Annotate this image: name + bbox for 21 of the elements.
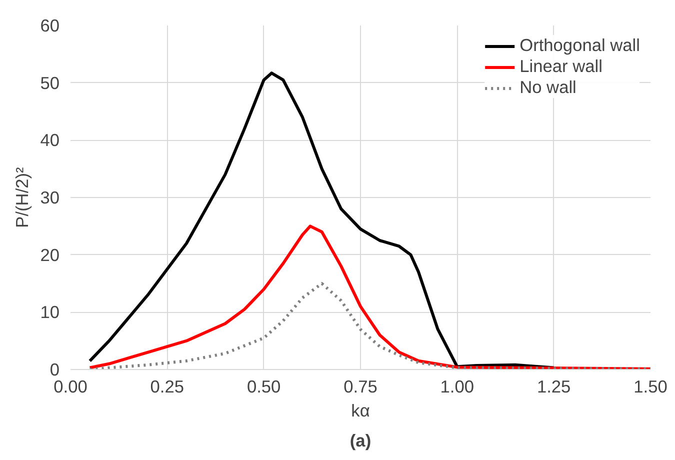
legend-label: Linear wall (520, 56, 602, 77)
y-tick-label: 30 (40, 188, 60, 208)
x-tick-label: 0.25 (150, 376, 184, 396)
x-tick-label: 1.50 (634, 376, 668, 396)
text: (a) (350, 430, 372, 450)
y-tick-label: 0 (50, 360, 60, 380)
x-axis-title: kα (351, 400, 370, 420)
x-tick-label: 1.25 (536, 376, 571, 396)
x-tick-label: 0.00 (54, 376, 88, 396)
legend-label: Orthogonal wall (520, 35, 640, 56)
y-tick-label: 60 (40, 16, 60, 36)
x-tick-label: 1.00 (440, 376, 474, 396)
x-tick-label: 0.50 (246, 376, 281, 396)
y-tick-label: 10 (40, 302, 60, 322)
y-tick-label: 20 (40, 244, 60, 265)
y-tick-label: 40 (40, 130, 60, 150)
y-axis-title: P/(H/2)² (12, 166, 32, 228)
x-tick-label: 0.75 (344, 376, 378, 396)
y-tick-label: 50 (40, 72, 60, 93)
line-series (88, 282, 650, 370)
legend-label: No wall (520, 77, 576, 98)
